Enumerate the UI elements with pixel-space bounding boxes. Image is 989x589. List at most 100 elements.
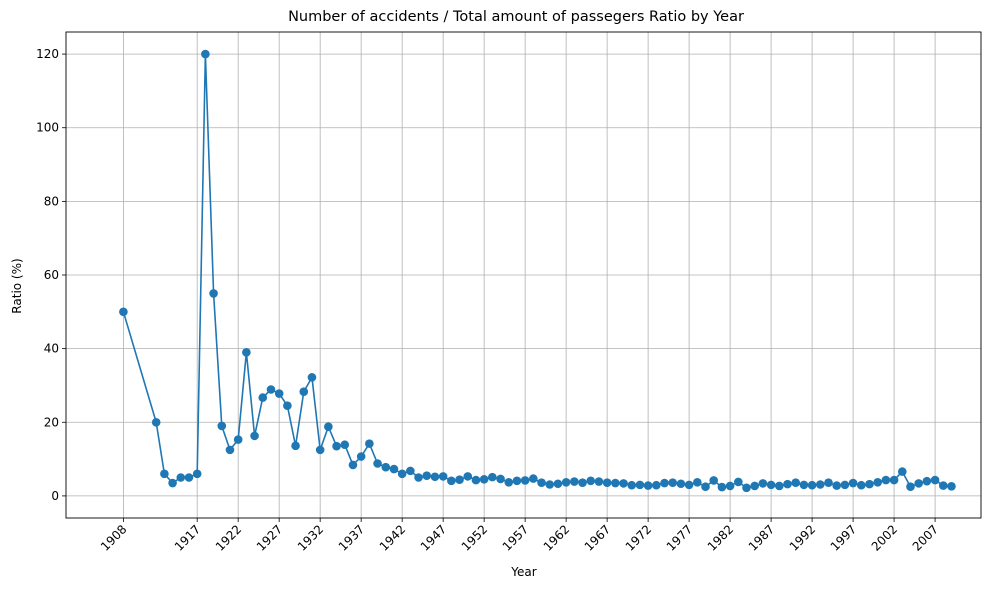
data-point xyxy=(693,477,702,487)
data-point xyxy=(799,480,809,490)
data-point xyxy=(676,479,686,489)
data-point xyxy=(881,475,891,485)
data-point xyxy=(914,479,923,488)
data-point xyxy=(734,477,743,487)
data-point xyxy=(242,348,251,357)
x-tick-label: 1972 xyxy=(623,522,654,553)
y-tick-label: 120 xyxy=(36,47,59,61)
data-point xyxy=(201,49,210,59)
data-point xyxy=(594,477,604,486)
data-point xyxy=(545,480,555,489)
data-point xyxy=(151,417,161,427)
data-point xyxy=(389,464,399,474)
data-point xyxy=(561,477,571,487)
data-point xyxy=(496,474,505,484)
data-point xyxy=(225,445,235,455)
data-point xyxy=(684,480,694,490)
data-point xyxy=(332,441,341,451)
data-point xyxy=(906,482,915,492)
data-point xyxy=(160,469,169,479)
data-point xyxy=(586,476,596,486)
data-point xyxy=(742,483,751,493)
data-point xyxy=(758,479,768,488)
data-point xyxy=(816,480,825,489)
data-point xyxy=(840,480,850,490)
data-point xyxy=(365,439,374,448)
data-point xyxy=(668,478,678,487)
x-tick-label: 1947 xyxy=(418,522,449,553)
data-point xyxy=(660,478,669,488)
y-tick-label: 100 xyxy=(36,121,59,135)
x-tick-label: 1982 xyxy=(705,522,736,553)
x-tick-label: 2007 xyxy=(910,522,941,553)
data-point xyxy=(299,387,309,397)
data-point xyxy=(922,476,932,486)
x-tick-label: 1927 xyxy=(254,522,285,553)
data-point xyxy=(938,481,948,490)
data-point xyxy=(348,460,358,470)
data-point xyxy=(783,479,792,489)
data-point xyxy=(709,476,719,485)
data-point xyxy=(848,478,858,488)
data-point xyxy=(233,435,243,444)
data-point xyxy=(611,478,620,488)
y-tick-label: 20 xyxy=(44,415,59,429)
data-point xyxy=(856,480,866,490)
data-point xyxy=(356,452,366,461)
data-point xyxy=(897,467,907,476)
data-point xyxy=(119,307,128,317)
data-point xyxy=(217,421,227,431)
x-axis-ticks: 1908 1917 1922 1927 1932 1937 1942 1947 1952 1957… xyxy=(98,518,941,554)
data-point xyxy=(455,475,464,485)
data-point xyxy=(168,478,177,488)
x-tick-label: 1908 xyxy=(98,522,129,553)
data-point xyxy=(250,431,259,441)
data-point xyxy=(340,440,350,450)
data-point xyxy=(635,480,645,490)
y-tick-label: 80 xyxy=(44,194,59,208)
data-point xyxy=(865,479,874,489)
data-point xyxy=(381,462,391,472)
x-tick-label: 1937 xyxy=(336,522,367,553)
data-point xyxy=(414,473,423,482)
data-point xyxy=(520,476,530,485)
data-point xyxy=(266,385,276,394)
data-point xyxy=(947,482,956,491)
x-tick-label: 2002 xyxy=(869,522,900,553)
data-point xyxy=(373,459,382,468)
data-point xyxy=(701,482,710,492)
data-point xyxy=(873,477,882,487)
data-point xyxy=(791,478,801,487)
x-tick-label: 1967 xyxy=(582,522,613,553)
data-point xyxy=(307,373,317,382)
data-point xyxy=(578,478,587,487)
data-point xyxy=(889,475,899,485)
data-point xyxy=(553,479,563,489)
data-point xyxy=(258,393,268,402)
x-tick-label: 1922 xyxy=(213,522,244,553)
data-point xyxy=(324,422,333,431)
x-tick-label: 1987 xyxy=(746,522,777,553)
data-point xyxy=(824,478,833,487)
data-point xyxy=(775,481,784,491)
x-tick-label: 1992 xyxy=(787,522,818,553)
data-point xyxy=(512,476,522,486)
data-point xyxy=(602,478,612,487)
data-point xyxy=(479,475,489,484)
data-point xyxy=(463,472,473,481)
data-point xyxy=(570,477,579,486)
data-point xyxy=(430,472,440,482)
data-point xyxy=(832,481,841,490)
y-axis-label: Ratio (%) xyxy=(10,258,24,313)
data-point xyxy=(192,469,202,479)
y-tick-label: 0 xyxy=(51,489,59,503)
data-point xyxy=(471,475,481,485)
data-point xyxy=(652,480,661,490)
y-axis-ticks: 0 20 40 60 80 100 120 xyxy=(36,47,66,503)
data-point xyxy=(504,477,514,487)
data-point xyxy=(750,481,760,491)
x-axis-label: Year xyxy=(510,565,536,579)
x-tick-label: 1952 xyxy=(459,522,490,553)
data-point xyxy=(807,480,817,490)
